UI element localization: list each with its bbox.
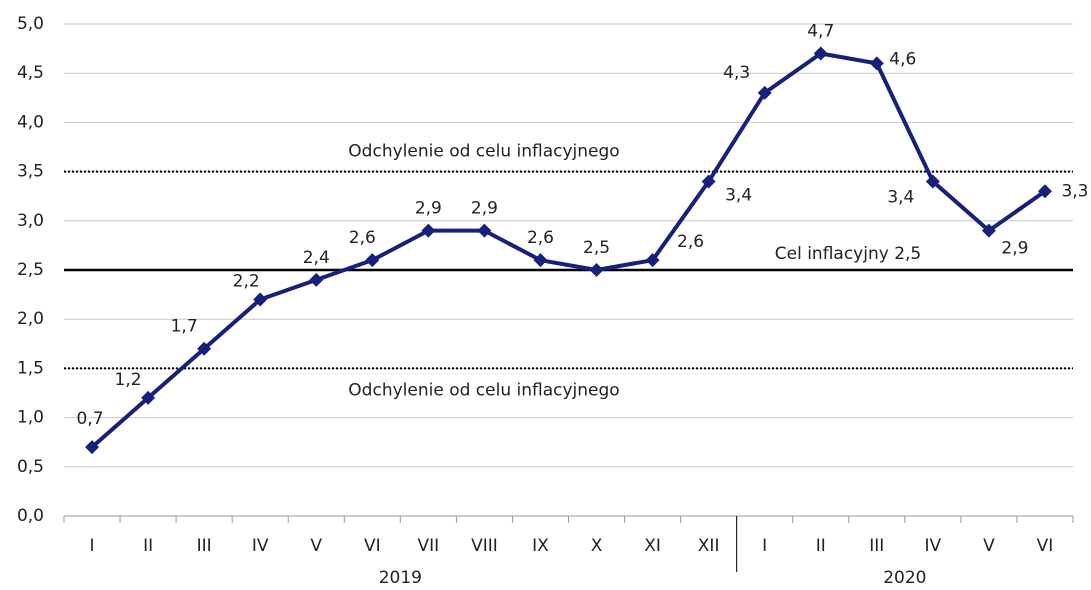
y-tick-label: 0,0 bbox=[17, 506, 44, 526]
reference-label: Odchylenie od celu inflacyjnego bbox=[348, 380, 619, 400]
y-tick-label: 3,0 bbox=[17, 211, 44, 231]
x-tick-label: I bbox=[90, 536, 95, 556]
data-label: 2,6 bbox=[677, 232, 704, 252]
group-label: 2020 bbox=[883, 568, 926, 588]
data-point bbox=[701, 174, 716, 189]
x-tick-label: VI bbox=[1037, 536, 1054, 556]
data-point bbox=[981, 223, 996, 238]
data-point bbox=[141, 390, 156, 405]
data-point bbox=[309, 272, 324, 287]
data-point bbox=[477, 223, 492, 238]
x-tick-label: XI bbox=[644, 536, 661, 556]
data-point bbox=[645, 253, 660, 268]
group-label: 2019 bbox=[379, 568, 422, 588]
data-point bbox=[421, 223, 436, 238]
series-line bbox=[90, 51, 1047, 449]
x-tick-label: IV bbox=[252, 536, 269, 556]
x-tick-label: V bbox=[983, 536, 995, 556]
x-tick-label: II bbox=[816, 536, 826, 556]
y-tick-label: 4,0 bbox=[17, 112, 44, 132]
y-tick-label: 3,5 bbox=[17, 162, 44, 182]
y-tick-label: 2,0 bbox=[17, 309, 44, 329]
y-tick-label: 2,5 bbox=[17, 260, 44, 280]
y-tick-label: 0,5 bbox=[17, 457, 44, 477]
data-label: 3,4 bbox=[725, 185, 752, 205]
y-tick-label: 1,0 bbox=[17, 408, 44, 428]
data-label: 3,4 bbox=[887, 187, 914, 207]
reference-label: Cel inflacyjny 2,5 bbox=[775, 244, 921, 264]
data-label: 2,9 bbox=[471, 199, 498, 219]
data-label: 2,6 bbox=[527, 228, 554, 248]
x-tick-label: II bbox=[143, 536, 153, 556]
data-label: 4,6 bbox=[889, 49, 916, 69]
y-tick-label: 5,0 bbox=[17, 14, 44, 34]
data-point bbox=[869, 56, 884, 71]
data-label: 2,4 bbox=[303, 248, 330, 268]
data-label: 1,2 bbox=[115, 370, 142, 390]
x-tick-label: I bbox=[762, 536, 767, 556]
data-label: 4,7 bbox=[807, 22, 834, 42]
data-point bbox=[85, 440, 100, 455]
x-tick-label: VII bbox=[418, 536, 440, 556]
data-label: 3,3 bbox=[1061, 181, 1088, 201]
data-label: 2,5 bbox=[583, 238, 610, 258]
x-tick-label: IX bbox=[532, 536, 549, 556]
data-label: 2,9 bbox=[1001, 239, 1028, 259]
x-tick-label: IV bbox=[925, 536, 942, 556]
data-point bbox=[589, 263, 604, 277]
data-point bbox=[757, 85, 772, 100]
data-label: 2,2 bbox=[233, 272, 260, 292]
x-tick-label: X bbox=[591, 536, 603, 556]
data-label: 2,9 bbox=[415, 199, 442, 219]
x-tick-label: V bbox=[310, 536, 322, 556]
data-point bbox=[197, 341, 212, 356]
x-tick-label: XII bbox=[698, 536, 720, 556]
x-tick-label: VI bbox=[364, 536, 381, 556]
data-label: 1,7 bbox=[171, 317, 198, 337]
x-tick-label: III bbox=[197, 536, 212, 556]
data-point bbox=[925, 174, 940, 189]
x-tick-label: VIII bbox=[471, 536, 498, 556]
data-point bbox=[813, 46, 828, 61]
data-label: 4,3 bbox=[723, 63, 750, 83]
reference-label: Odchylenie od celu inflacyjnego bbox=[348, 142, 619, 162]
data-point bbox=[1037, 184, 1052, 199]
data-point bbox=[253, 292, 268, 307]
data-label: 0,7 bbox=[77, 409, 104, 429]
data-point bbox=[533, 253, 548, 268]
y-tick-label: 1,5 bbox=[17, 358, 44, 378]
data-point bbox=[365, 253, 380, 268]
y-tick-label: 4,5 bbox=[17, 63, 44, 83]
data-label: 2,6 bbox=[349, 228, 376, 248]
x-tick-label: III bbox=[869, 536, 884, 556]
